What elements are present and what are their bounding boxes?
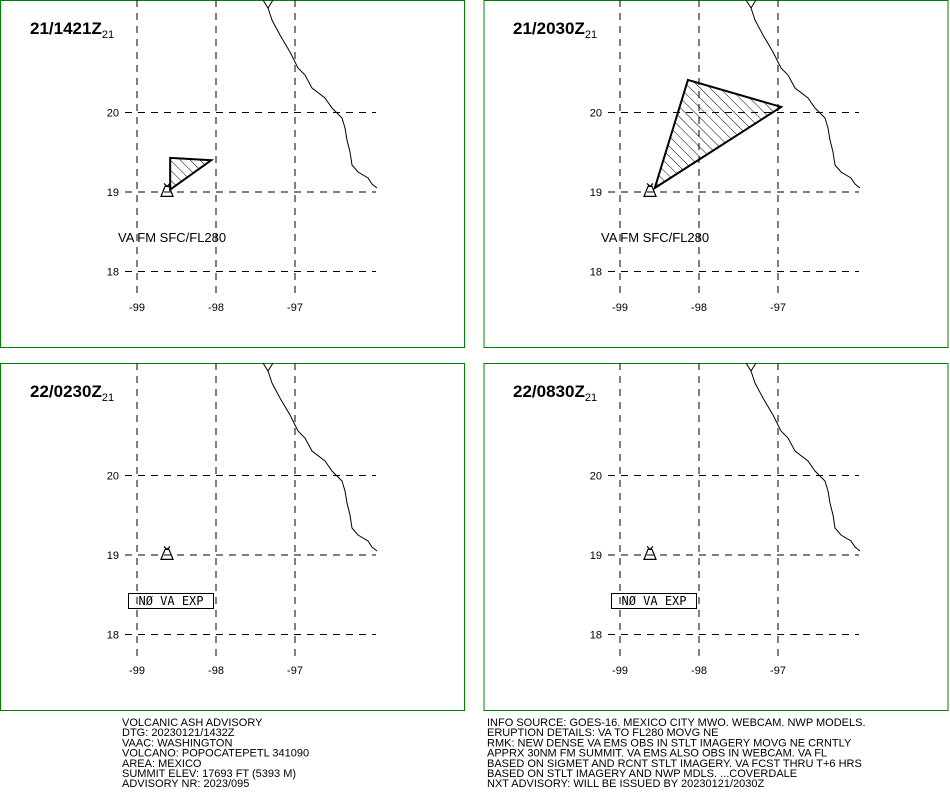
- advisory-line: VOLCANO: POPOCATEPETL 341090: [122, 748, 309, 760]
- lat-tick-label: 20: [107, 471, 119, 483]
- ash-area: [169, 156, 215, 192]
- panel-border: [483, 0, 949, 348]
- panel-border: [0, 363, 465, 711]
- lat-tick-label: 19: [590, 550, 602, 562]
- lat-tick-label: 18: [590, 267, 602, 279]
- lat-tick-label: 19: [590, 187, 602, 199]
- ash-area: [653, 78, 784, 191]
- advisory-line: VOLCANIC ASH ADVISORY: [122, 717, 263, 729]
- valid-time-text: 21/1421Z: [30, 19, 102, 38]
- lat-tick-label: 18: [107, 267, 119, 279]
- lat-tick-label: 18: [107, 630, 119, 642]
- coastline: [262, 362, 378, 552]
- advisory-line: RMK: NEW DENSE VA EMS OBS IN STLT IMAGER…: [487, 737, 852, 749]
- valid-time-text: 22/0230Z: [30, 382, 102, 401]
- lon-tick-label: -98: [208, 665, 224, 677]
- ash-label: VA FM SFC/FL280: [118, 230, 226, 245]
- label-box: [611, 593, 697, 609]
- ash-label: VA FM SFC/FL280: [601, 230, 709, 245]
- volcano-symbol: [160, 545, 174, 561]
- lon-tick-label: -98: [691, 302, 707, 314]
- volcano-symbol: [643, 545, 657, 561]
- valid-time: 22/0230Z21: [30, 382, 114, 404]
- lon-tick-label: -97: [770, 302, 786, 314]
- map-panel: 20 19 18 -99 -98 -97 22/0830Z21 NØ VA EXP: [483, 362, 949, 711]
- lon-tick-label: -99: [612, 665, 628, 677]
- lon-tick-label: -97: [287, 302, 303, 314]
- map-panel: 20 19 18 -99 -98 -97 21/2030Z21 VA FM SFC/FL280: [483, 0, 949, 348]
- valid-time-sub: 21: [585, 29, 597, 41]
- advisory-line: NXT ADVISORY: WILL BE ISSUED BY 20230121…: [487, 778, 764, 790]
- lat-tick-label: 19: [107, 187, 119, 199]
- coastline: [745, 0, 861, 189]
- valid-time: 22/0830Z21: [513, 382, 597, 404]
- volcano-symbol: [160, 182, 174, 198]
- advisory-line: ERUPTION DETAILS: VA TO FL280 MOVG NE: [487, 727, 718, 739]
- advisory-line: APPRX 30NM FM SUMMIT. VA EMS ALSO OBS IN…: [487, 748, 827, 760]
- lat-tick-label: 20: [590, 471, 602, 483]
- lon-tick-label: -99: [612, 302, 628, 314]
- lon-tick-label: -98: [691, 665, 707, 677]
- lon-tick-label: -99: [129, 302, 145, 314]
- valid-time-sub: 21: [585, 392, 597, 404]
- valid-time: 21/1421Z21: [30, 19, 114, 41]
- coastline: [745, 362, 861, 552]
- advisory-line: BASED ON SIGMET AND RCNT STLT IMAGERY. V…: [487, 758, 862, 770]
- lon-tick-label: -97: [770, 665, 786, 677]
- panel-border: [0, 0, 465, 348]
- advisory-line: AREA: MEXICO: [122, 758, 202, 770]
- lat-tick-label: 20: [107, 108, 119, 120]
- lat-tick-label: 20: [590, 108, 602, 120]
- map-panel: 20 19 18 -99 -98 -97 21/1421Z21 VA FM SFC/FL280: [0, 0, 465, 348]
- valid-time-text: 21/2030Z: [513, 19, 585, 38]
- map-panel: 20 19 18 -99 -98 -97 22/0230Z21 NØ VA EXP: [0, 362, 465, 711]
- valid-time-text: 22/0830Z: [513, 382, 585, 401]
- lon-tick-label: -97: [287, 665, 303, 677]
- ash-label: NØ VA EXP: [138, 594, 203, 608]
- valid-time-sub: 21: [102, 29, 114, 41]
- ash-label: NØ VA EXP: [621, 594, 686, 608]
- lat-tick-label: 19: [107, 550, 119, 562]
- valid-time-sub: 21: [102, 392, 114, 404]
- lat-tick-label: 18: [590, 630, 602, 642]
- lon-tick-label: -99: [129, 665, 145, 677]
- label-box: [128, 593, 214, 609]
- valid-time: 21/2030Z21: [513, 19, 597, 41]
- coastline: [262, 0, 378, 189]
- lon-tick-label: -98: [208, 302, 224, 314]
- advisory-line: SUMMIT ELEV: 17693 FT (5393 M): [122, 768, 296, 780]
- panel-border: [483, 363, 949, 711]
- advisory-line: DTG: 20230121/1432Z: [122, 727, 235, 739]
- advisory-line: INFO SOURCE: GOES-16. MEXICO CITY MWO. W…: [487, 717, 866, 729]
- advisory-line: BASED ON STLT IMAGERY AND NWP MDLS. ...C…: [487, 768, 797, 780]
- advisory-line: ADVISORY NR: 2023/095: [122, 778, 249, 790]
- volcano-symbol: [643, 182, 657, 198]
- advisory-line: VAAC: WASHINGTON: [122, 737, 232, 749]
